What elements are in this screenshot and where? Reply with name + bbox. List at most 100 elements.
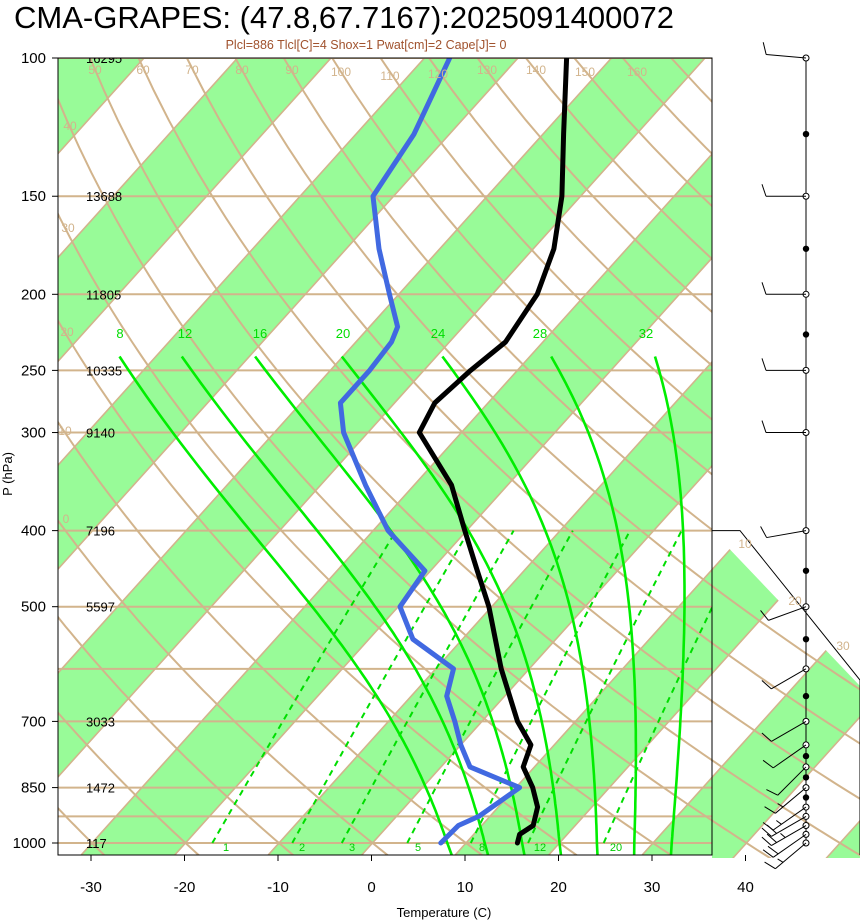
mixing-ratio-lines bbox=[211, 530, 712, 844]
dry-adiabat-label: 140 bbox=[526, 63, 546, 77]
wind-barb-feather bbox=[761, 184, 767, 197]
moist-adiabat bbox=[340, 355, 563, 855]
isotherm-line bbox=[267, 360, 712, 855]
dry-adiabat-label: 20 bbox=[60, 325, 74, 339]
mixing-ratio-line bbox=[406, 530, 574, 844]
wind-level-dot bbox=[802, 567, 810, 574]
dry-adiabat-label: 60 bbox=[136, 63, 150, 77]
y-tick-label: 500 bbox=[21, 599, 46, 616]
wind-barb-shaft bbox=[771, 668, 807, 690]
wind-level-dot bbox=[802, 774, 810, 781]
height-label: 3033 bbox=[86, 714, 115, 729]
wind-barb-feather bbox=[761, 836, 772, 846]
x-tick-label: 10 bbox=[457, 879, 474, 896]
wind-panel-label: 10 bbox=[738, 537, 752, 551]
x-tick-label: -30 bbox=[80, 879, 102, 896]
wind-barb bbox=[760, 603, 810, 621]
x-tick-label: -10 bbox=[267, 879, 289, 896]
wind-barb-feather bbox=[764, 806, 776, 814]
wind-barb-shaft bbox=[772, 744, 807, 769]
wind-barb-shaft bbox=[772, 833, 807, 858]
mixing-ratio-label: 12 bbox=[534, 842, 546, 854]
dry-adiabat-label: 70 bbox=[185, 63, 199, 77]
dry-adiabat-label: 130 bbox=[477, 63, 497, 77]
wind-level-dot bbox=[802, 331, 810, 338]
isotherm-line bbox=[58, 58, 520, 571]
wind-barb-feather bbox=[761, 732, 772, 742]
height-label: 9140 bbox=[86, 426, 115, 441]
mixing-ratio-label: 2 bbox=[299, 842, 305, 854]
dry-adiabat-label: 10 bbox=[715, 346, 729, 360]
moist-adiabat bbox=[653, 356, 686, 855]
dry-adiabat bbox=[58, 318, 579, 855]
wind-panel-label: 20 bbox=[788, 594, 802, 608]
dry-adiabat bbox=[89, 58, 712, 762]
isotherm-line bbox=[454, 568, 712, 855]
mixing-ratio-label: 3 bbox=[349, 842, 355, 854]
chart-title: CMA-GRAPES: (47.8,67.7167):2025091400072 bbox=[14, 0, 674, 35]
moist-adiabat-label: 16 bbox=[253, 326, 267, 341]
wind-panel-outline bbox=[712, 530, 860, 855]
wind-barb bbox=[761, 665, 810, 690]
isotherm-lines bbox=[58, 58, 712, 855]
wind-barb-shaft bbox=[772, 806, 807, 831]
wind-barb-feather bbox=[766, 789, 778, 796]
wind-barb-shaft bbox=[775, 842, 807, 870]
dry-adiabat-label: 110 bbox=[380, 69, 399, 83]
isotherm-line bbox=[58, 58, 239, 259]
moist-adiabat-label: 28 bbox=[533, 326, 547, 341]
dry-adiabat bbox=[58, 96, 712, 822]
wind-barb-shaft bbox=[777, 766, 807, 796]
plot-area: 50 60 70 80 90 100 110 120 130 140 150 160403020100… bbox=[58, 58, 729, 855]
wind-barb-half-feather bbox=[777, 858, 784, 863]
mixing-ratio-line bbox=[340, 530, 515, 844]
wind-barb bbox=[764, 839, 810, 870]
wind-barb-half-feather bbox=[776, 820, 782, 825]
profile-lines bbox=[337, 58, 570, 846]
wind-barb-feather bbox=[760, 526, 768, 538]
height-label: 117 bbox=[86, 836, 107, 851]
wind-level-dot bbox=[802, 635, 810, 643]
wind-barb bbox=[762, 42, 810, 62]
wind-level-dot bbox=[802, 794, 810, 801]
isotherm-line bbox=[730, 530, 860, 858]
wind-barb bbox=[762, 741, 810, 769]
wind-barb-feather bbox=[761, 282, 767, 295]
wind-barb-shaft bbox=[766, 530, 807, 539]
y-tick-label: 100 bbox=[21, 50, 46, 67]
wind-barb bbox=[760, 526, 810, 539]
wind-barb-shaft bbox=[771, 720, 807, 742]
dry-adiabat bbox=[331, 58, 712, 476]
wind-barb-feather bbox=[764, 861, 776, 870]
x-axis-label: Temperature (C) bbox=[397, 905, 492, 920]
y-tick-label: 200 bbox=[21, 286, 46, 303]
isobar-lines bbox=[58, 58, 712, 844]
dry-adiabat bbox=[282, 58, 712, 532]
height-label: 5597 bbox=[86, 600, 115, 615]
moist-adiabat bbox=[441, 355, 599, 855]
moist-adiabat bbox=[118, 355, 454, 855]
moist-adiabat-label: 32 bbox=[639, 326, 653, 341]
isotherm-line bbox=[58, 58, 613, 675]
dry-adiabat-label: 10 bbox=[58, 424, 72, 438]
wind-barb-shaft bbox=[775, 787, 807, 814]
wind-barb bbox=[762, 830, 810, 858]
dry-adiabat-label: 0 bbox=[719, 459, 726, 473]
dry-adiabat-label: 30 bbox=[715, 136, 729, 150]
y-tick-label: 250 bbox=[21, 362, 46, 379]
wind-level-dot bbox=[802, 752, 810, 760]
wind-barb-feather bbox=[766, 833, 777, 843]
y-tick-label: 700 bbox=[21, 713, 46, 730]
x-tick-label: 30 bbox=[644, 879, 661, 896]
moist-adiabat-label: 8 bbox=[116, 326, 123, 341]
moist-adiabat-lines bbox=[118, 355, 686, 855]
wind-barb-feather bbox=[762, 759, 774, 769]
isotherm-line bbox=[360, 464, 712, 855]
mixing-ratio-label: 20 bbox=[610, 842, 622, 854]
dry-adiabat bbox=[58, 711, 201, 855]
wind-level-dot bbox=[802, 692, 810, 700]
isotherm-line bbox=[58, 58, 333, 363]
height-label: 10335 bbox=[86, 363, 122, 378]
